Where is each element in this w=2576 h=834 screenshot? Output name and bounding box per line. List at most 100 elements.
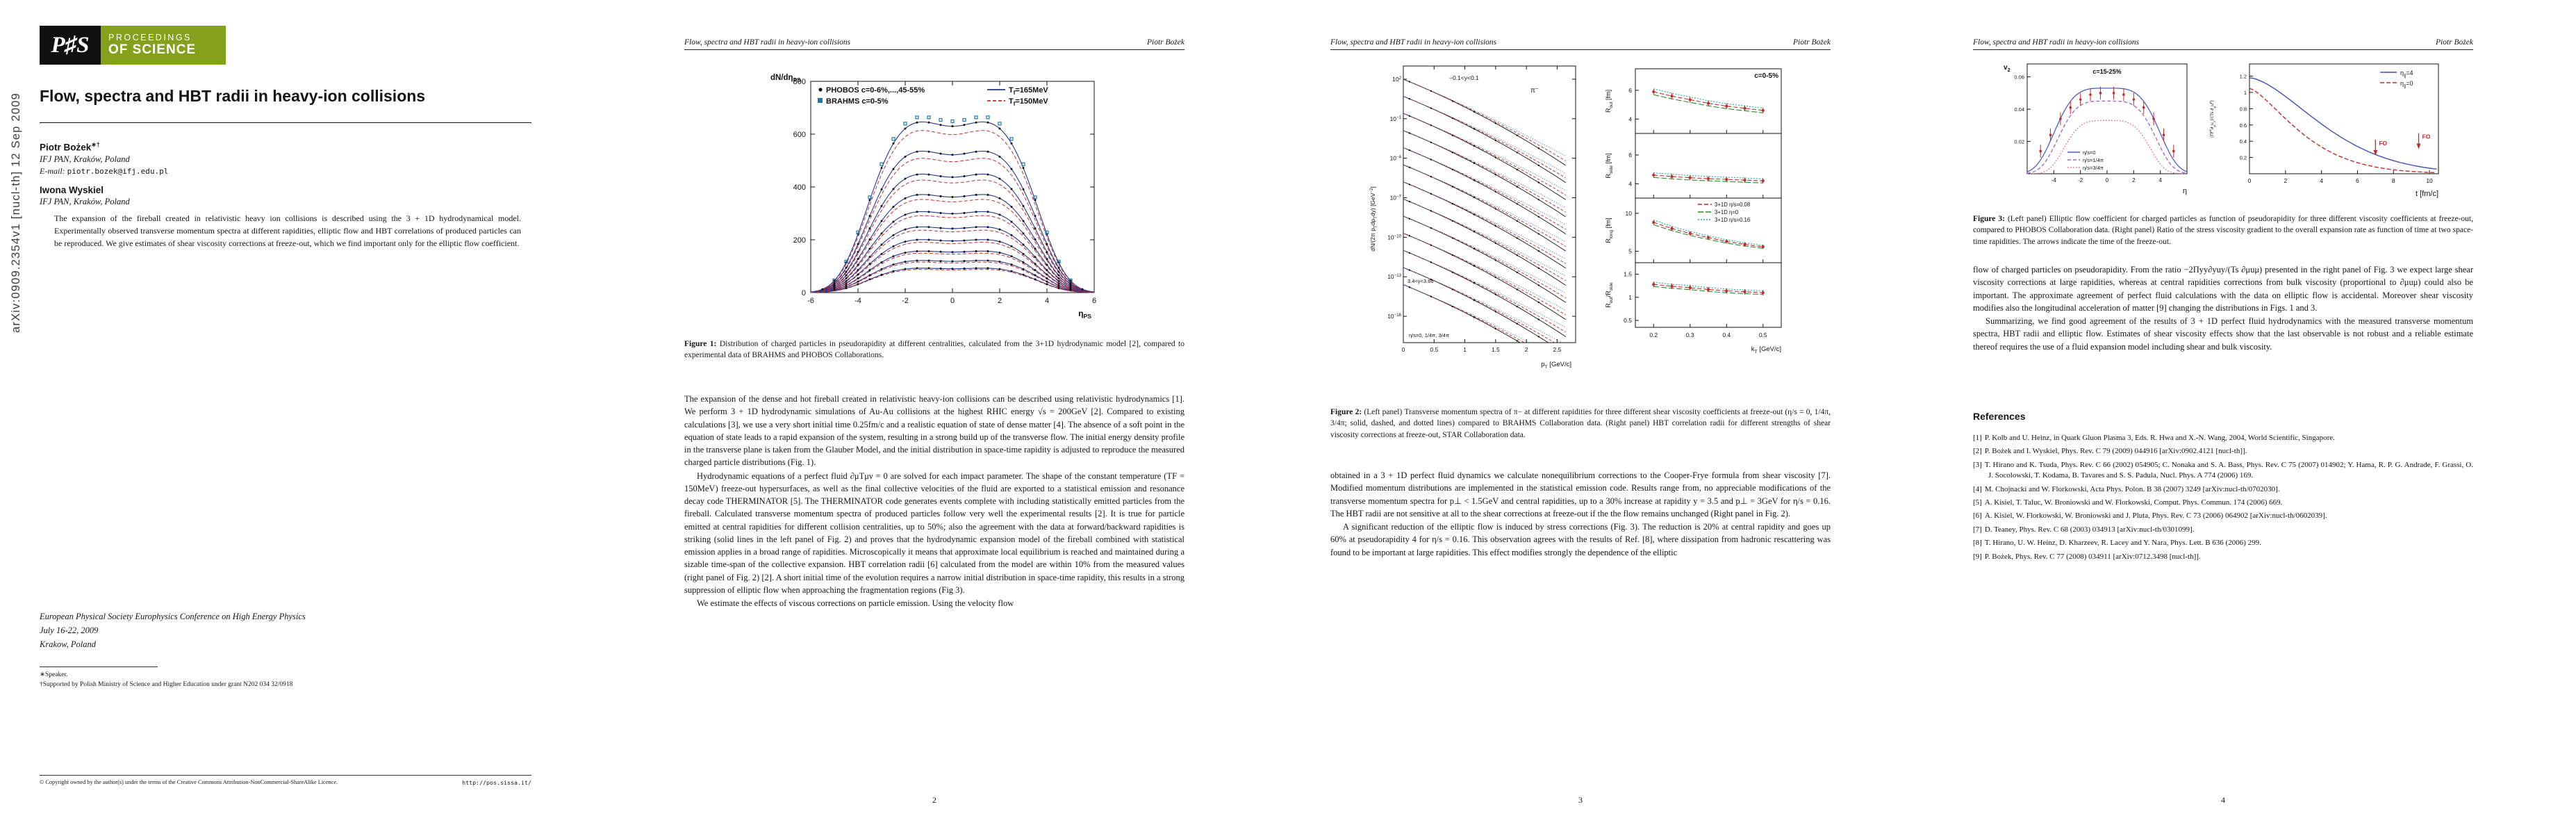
svg-text:η/s=1/4π: η/s=1/4π [2083,157,2104,163]
reference-item: [5] A. Kisiel, T. Taluc, W. Broniowski an… [1973,498,2473,508]
reference-text: P. Kolb and U. Heinz, in Quark Gluon Pla… [1984,434,2335,442]
svg-text:FO: FO [2422,133,2431,140]
figure-3: 0.02 0.04 0.06 -4 -2 0 2 4 η/s=0 η/s=1/4π η/s=3/4π… [1973,56,2473,202]
svg-text:c=15-25%: c=15-25% [2092,68,2121,75]
svg-text:1: 1 [2244,90,2247,96]
page2-body: The expansion of the dense and hot fireb… [684,393,1184,610]
pos-logo-line1: PROCEEDINGS [108,33,192,42]
references-heading: References [1973,411,2026,422]
svg-text:0.02: 0.02 [2014,139,2024,145]
reference-label: [4] [1973,484,1982,493]
svg-text:FO: FO [2379,140,2387,147]
svg-text:0: 0 [802,289,806,297]
running-head: Flow, spectra and HBT radii in heavy-ion… [1973,38,2473,50]
svg-text:-2: -2 [902,297,909,305]
page-4: Flow, spectra and HBT radii in heavy-ion… [1952,17,2494,817]
reference-item: [9] P. Bożek, Phys. Rev. C 77 (2008) 0349… [1973,552,2473,562]
svg-text:c=0-5%: c=0-5% [1754,72,1778,80]
figure-1-caption: Figure 1: Distribution of charged partic… [684,338,1184,361]
figure-3-caption: Figure 3: (Left panel) Elliptic flow coe… [1973,213,2473,247]
footnotes: ∗Speaker. †Supported by Polish Ministry … [40,667,531,691]
svg-text:6: 6 [2356,177,2359,184]
figure-3-caption-text: (Left panel) Elliptic flow coefficient f… [1973,215,2473,246]
figure-2-caption: Figure 2: (Left panel) Transverse moment… [1330,407,1831,441]
svg-text:10: 10 [1626,210,1633,217]
svg-text:BRAHMS c=0-5%: BRAHMS c=0-5% [826,97,889,106]
svg-text:0.3: 0.3 [1686,332,1694,338]
page4-body: flow of charged particles on pseudorapid… [1973,263,2473,354]
svg-text:10: 10 [2426,177,2433,184]
page-number: 3 [1578,795,1583,805]
page1-footer: © Copyright owned by the author(s) under… [40,775,531,786]
page-1: arXiv:0909.2354v1 [nucl-th] 12 Sep 2009 … [10,17,563,817]
figure-1-caption-label: Figure 1: [684,340,717,348]
svg-text:5: 5 [1628,248,1632,255]
figure-2: 102 10−1 10−4 10−7 10−10 10−13 10−16 0 0.5 1 1.5 2 2… [1330,59,1831,386]
svg-text:1: 1 [1463,346,1467,353]
svg-text:10−13: 10−13 [1387,273,1401,280]
svg-text:3+1D η=0: 3+1D η=0 [1715,209,1739,215]
svg-text:0.6: 0.6 [2240,122,2247,129]
svg-text:Tf=165MeV: Tf=165MeV [1009,86,1048,96]
pos-logo-line2: OF SCIENCE [108,42,197,57]
running-head-author: Piotr Bożek [1793,38,1831,47]
svg-text:0.5: 0.5 [1430,346,1438,353]
running-head-title: Flow, spectra and HBT radii in heavy-ion… [1973,38,2140,47]
svg-text:10−4: 10−4 [1390,155,1402,162]
svg-text:0.06: 0.06 [2014,74,2024,81]
svg-text:0: 0 [2106,177,2109,183]
svg-text:4: 4 [1628,180,1632,187]
reference-item: [7] D. Teaney, Phys. Rev. C 68 (2003) 034… [1973,525,2473,535]
svg-text:-2: -2 [2078,177,2083,183]
paragraph: The expansion of the dense and hot fireb… [684,394,1184,468]
reference-label: [8] [1973,539,1982,548]
paragraph: A significant reduction of the elliptic … [1330,522,1831,557]
svg-text:Rside [fm]: Rside [fm] [1605,154,1614,179]
svg-text:0.8: 0.8 [2240,106,2247,112]
reference-text: M. Chojnacki and W. Florkowski, Acta Phy… [1984,484,2280,493]
reference-item: [2] P. Bożek and I. Wyskiel, Phys. Rev. C… [1973,446,2473,457]
paragraph: obtained in a 3 + 1D perfect fluid dynam… [1330,471,1831,518]
pos-url[interactable]: http://pos.sissa.it/ [462,779,531,786]
pos-logo-mark: P♯S [40,26,101,65]
svg-text:2: 2 [2284,177,2287,184]
title-rule [40,122,531,123]
reference-item: [8] T. Hirano, U. W. Heinz, D. Kharzeev, … [1973,538,2473,548]
figure3-v2-chart: 0.02 0.04 0.06 -4 -2 0 2 4 η/s=0 η/s=1/4π η/s=3/4π… [1998,56,2193,202]
svg-text:3+1D η/s=0.08: 3+1D η/s=0.08 [1715,202,1750,208]
svg-text:102: 102 [1392,76,1401,83]
email-address[interactable]: piotr.bozek@ifj.edu.pl [67,166,169,176]
figure-1: -6 -4 -2 0 2 4 6 0 200 400 600 800 PHOBOS c=0-6%,...… [663,72,1205,322]
svg-text:0: 0 [950,297,955,305]
figure-1-caption-text: Distribution of charged particles in pse… [684,340,1184,360]
svg-text:v2: v2 [2004,64,2011,73]
svg-text:0.04: 0.04 [2014,106,2024,113]
figure-2-caption-label: Figure 2: [1330,408,1362,416]
svg-text:0.4: 0.4 [2240,138,2247,145]
reference-item: [1] P. Kolb and U. Heinz, in Quark Gluon … [1973,433,2473,443]
reference-text: T. Hirano and K. Tsuda, Phys. Rev. C 66 … [1984,460,2473,480]
author-1-name-text: Piotr Bożek [40,142,92,153]
reference-label: [9] [1973,552,1982,561]
paper-title: Flow, spectra and HBT radii in heavy-ion… [40,87,426,105]
page3-body: obtained in a 3 + 1D perfect fluid dynam… [1330,469,1831,559]
svg-text:0.2: 0.2 [1649,332,1658,338]
svg-text:dN/(2π pTdpTdy) [GeV−2]: dN/(2π pTdpTdy) [GeV−2] [1369,186,1378,252]
svg-text:2: 2 [2132,177,2136,183]
conference-block: European Physical Society Europhysics Co… [40,610,531,651]
reference-label: [3] [1973,460,1982,469]
conference-name: European Physical Society Europhysics Co… [40,612,306,621]
svg-text:0.5: 0.5 [1759,332,1767,338]
svg-text:10−16: 10−16 [1387,313,1401,320]
svg-text:10−10: 10−10 [1387,234,1401,240]
svg-text:2: 2 [1525,346,1528,353]
svg-text:600: 600 [793,131,806,139]
arxiv-stamp: arXiv:0909.2354v1 [nucl-th] 12 Sep 2009 [10,92,22,333]
reference-label: [6] [1973,512,1982,521]
svg-text:pT [GeV/c]: pT [GeV/c] [1541,361,1571,370]
svg-text:-4: -4 [854,297,861,305]
svg-text:-6: -6 [807,297,814,305]
svg-text:2.5: 2.5 [1553,346,1562,353]
svg-text:η/s=0, 1/4π, 3/4π: η/s=0, 1/4π, 3/4π [1409,332,1449,338]
author-2-affiliation: IFJ PAN, Kraków, Poland [40,196,130,206]
